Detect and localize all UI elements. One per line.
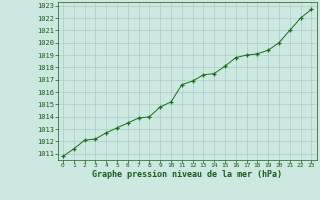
- X-axis label: Graphe pression niveau de la mer (hPa): Graphe pression niveau de la mer (hPa): [92, 170, 282, 179]
